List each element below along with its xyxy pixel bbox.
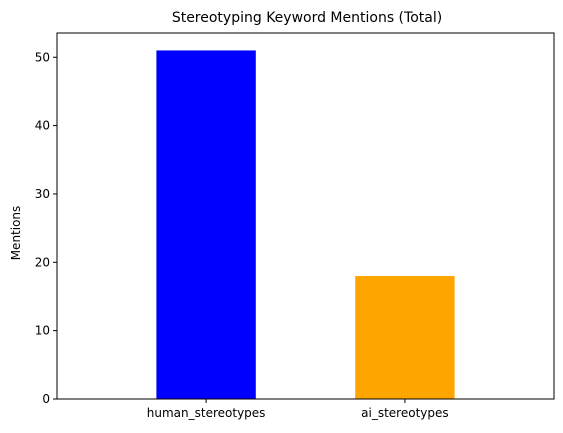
plot-frame (56, 32, 555, 400)
bar-ai-stereotypes (355, 275, 455, 399)
y-tick-label: 0 (42, 392, 50, 406)
y-axis-label: Mentions (9, 206, 23, 261)
bar-human-stereotypes (156, 50, 256, 400)
y-tick-label: 30 (35, 187, 50, 201)
chart-title: Stereotyping Keyword Mentions (Total) (172, 10, 442, 26)
plot-area: human_stereotypes ai_stereotypes 0 10 20 30 40… (35, 50, 455, 420)
y-tick-label: 20 (35, 255, 50, 269)
y-tick-label: 10 (35, 324, 50, 338)
x-tick-label: ai_stereotypes (361, 406, 448, 420)
y-tick-label: 50 (35, 50, 50, 64)
x-tick-label: human_stereotypes (147, 406, 266, 420)
y-tick-label: 40 (35, 119, 50, 133)
